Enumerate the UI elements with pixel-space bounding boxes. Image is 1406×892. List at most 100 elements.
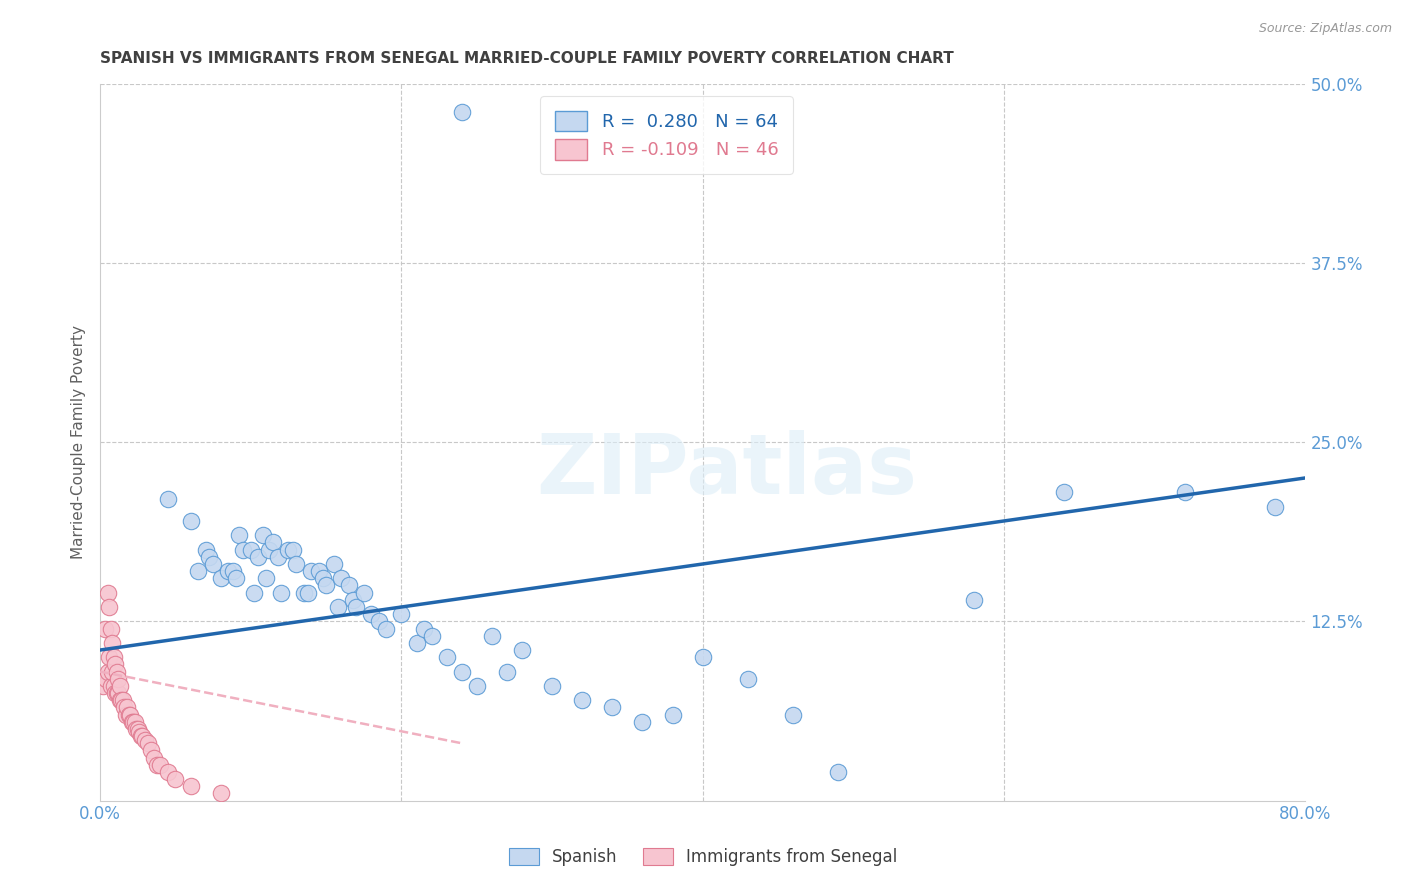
Point xyxy=(131,729,153,743)
Point xyxy=(247,549,270,564)
Point xyxy=(104,686,127,700)
Point xyxy=(127,722,149,736)
Point xyxy=(342,592,364,607)
Point xyxy=(257,542,280,557)
Point xyxy=(138,736,160,750)
Point xyxy=(353,585,375,599)
Point xyxy=(308,564,330,578)
Point xyxy=(125,722,148,736)
Point xyxy=(375,622,398,636)
Point xyxy=(510,643,533,657)
Point xyxy=(661,707,683,722)
Point xyxy=(337,578,360,592)
Point xyxy=(91,679,114,693)
Point xyxy=(1174,485,1197,500)
Point xyxy=(100,679,122,693)
Point xyxy=(187,564,209,578)
Point xyxy=(209,787,232,801)
Point xyxy=(222,564,245,578)
Point xyxy=(405,636,427,650)
Point xyxy=(104,657,127,672)
Point xyxy=(97,585,120,599)
Point xyxy=(194,542,217,557)
Point xyxy=(360,607,382,622)
Text: ZIPatlas: ZIPatlas xyxy=(536,430,917,511)
Point xyxy=(262,535,284,549)
Point xyxy=(328,599,350,614)
Point xyxy=(827,764,849,779)
Point xyxy=(285,557,308,571)
Point xyxy=(110,693,132,707)
Y-axis label: Married-Couple Family Poverty: Married-Couple Family Poverty xyxy=(72,325,86,559)
Point xyxy=(292,585,315,599)
Point xyxy=(737,672,759,686)
Point xyxy=(101,665,124,679)
Point xyxy=(156,492,179,507)
Point xyxy=(128,724,150,739)
Point xyxy=(299,564,322,578)
Point xyxy=(112,700,135,714)
Point xyxy=(239,542,262,557)
Point xyxy=(146,757,169,772)
Point xyxy=(124,714,146,729)
Point xyxy=(98,599,121,614)
Point xyxy=(330,571,353,585)
Point xyxy=(118,707,141,722)
Point xyxy=(252,528,274,542)
Point xyxy=(1264,500,1286,514)
Point xyxy=(232,542,254,557)
Point xyxy=(322,557,344,571)
Point xyxy=(101,636,124,650)
Point xyxy=(105,665,128,679)
Point xyxy=(122,714,145,729)
Point xyxy=(103,650,125,665)
Point xyxy=(450,105,472,120)
Point xyxy=(103,679,125,693)
Point xyxy=(149,757,172,772)
Point xyxy=(541,679,564,693)
Point xyxy=(100,622,122,636)
Point xyxy=(165,772,187,786)
Point xyxy=(413,622,436,636)
Legend: Spanish, Immigrants from Senegal: Spanish, Immigrants from Senegal xyxy=(501,840,905,875)
Point xyxy=(93,622,115,636)
Point xyxy=(450,665,472,679)
Point xyxy=(420,629,443,643)
Point xyxy=(134,733,156,747)
Point xyxy=(963,592,986,607)
Point xyxy=(481,629,503,643)
Point xyxy=(120,707,142,722)
Text: SPANISH VS IMMIGRANTS FROM SENEGAL MARRIED-COUPLE FAMILY POVERTY CORRELATION CHA: SPANISH VS IMMIGRANTS FROM SENEGAL MARRI… xyxy=(100,51,953,66)
Legend: R =  0.280   N = 64, R = -0.109   N = 46: R = 0.280 N = 64, R = -0.109 N = 46 xyxy=(540,96,793,174)
Point xyxy=(117,700,139,714)
Point xyxy=(114,707,136,722)
Point xyxy=(197,549,219,564)
Point xyxy=(631,714,654,729)
Point xyxy=(344,599,367,614)
Point xyxy=(254,571,277,585)
Point xyxy=(180,779,202,793)
Point xyxy=(436,650,458,665)
Point xyxy=(267,549,290,564)
Point xyxy=(692,650,714,665)
Point xyxy=(602,700,624,714)
Point xyxy=(111,693,134,707)
Point xyxy=(270,585,292,599)
Point xyxy=(180,514,202,528)
Point xyxy=(465,679,488,693)
Point xyxy=(97,665,120,679)
Point xyxy=(243,585,266,599)
Point xyxy=(209,571,232,585)
Point xyxy=(225,571,247,585)
Point xyxy=(297,585,319,599)
Point xyxy=(202,557,225,571)
Point xyxy=(129,729,152,743)
Point xyxy=(571,693,593,707)
Point xyxy=(107,686,129,700)
Point xyxy=(315,578,337,592)
Point xyxy=(96,672,118,686)
Point xyxy=(141,743,163,757)
Point xyxy=(156,764,179,779)
Point xyxy=(312,571,335,585)
Point xyxy=(1053,485,1076,500)
